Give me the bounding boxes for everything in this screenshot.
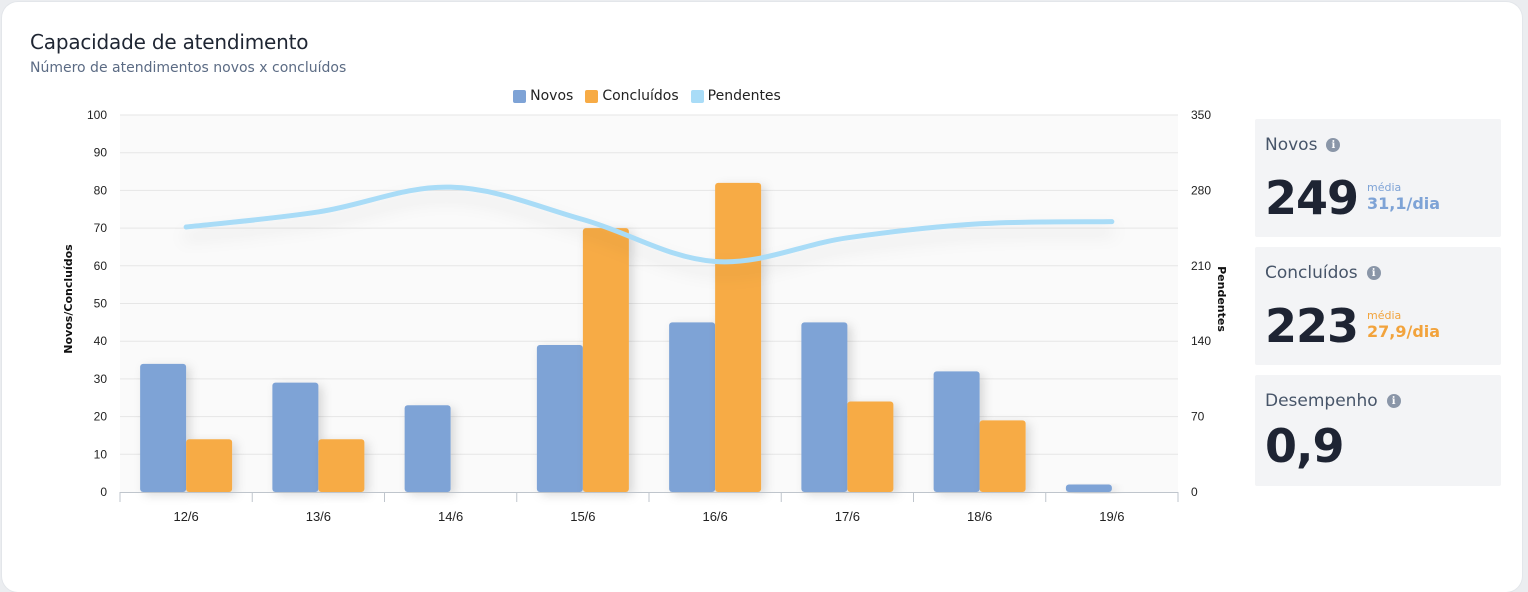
legend-swatch-concluidos: [585, 89, 599, 103]
avg-label: média: [1367, 309, 1402, 322]
info-icon[interactable]: i: [1366, 266, 1381, 280]
stat-average-novos: média 31,1/dia: [1367, 181, 1440, 213]
legend-swatch-pendentes: [690, 89, 704, 103]
legend-label-novos: Novos: [530, 88, 574, 104]
y-tick-label: 80: [94, 183, 108, 197]
y-tick-label: 50: [94, 297, 108, 311]
y2-tick-label: 280: [1191, 183, 1211, 197]
stat-label-desempenho: Desempenho i: [1265, 391, 1401, 411]
x-tick-label: 13/6: [306, 509, 331, 524]
card-title: Capacidade de atendimento: [30, 30, 309, 54]
info-icon[interactable]: i: [1386, 394, 1401, 408]
y-tick-label: 20: [94, 410, 108, 424]
stat-card-concluidos: Concluídos i 223 média 27,9/dia: [1255, 247, 1501, 365]
bar-novos: [1065, 484, 1112, 492]
x-tick-label: 14/6: [438, 509, 463, 524]
legend-label-pendentes: Pendentes: [707, 88, 781, 104]
y-tick-label: 40: [94, 334, 108, 348]
bar-concluidos: [715, 182, 762, 493]
stat-card-novos: Novos i 249 média 31,1/dia: [1255, 119, 1501, 237]
stat-label-text: Desempenho: [1265, 391, 1378, 411]
chart-legend: Novos Concluídos Pendentes: [0, 88, 1290, 104]
avg-value: 27,9/dia: [1367, 322, 1441, 341]
y-tick-label: 0: [100, 485, 107, 499]
bar-novos: [933, 371, 980, 492]
stat-card-desempenho: Desempenho i 0,9: [1255, 375, 1501, 486]
y2-tick-label: 0: [1191, 485, 1198, 499]
stat-average-concluidos: média 27,9/dia: [1367, 309, 1440, 341]
y-tick-label: 30: [94, 372, 108, 386]
y-axis-title: Novos/Concluídos: [62, 244, 75, 354]
stat-label-text: Novos: [1265, 135, 1318, 155]
stat-value-concluidos: 223: [1265, 299, 1359, 353]
x-tick-label: 12/6: [173, 509, 198, 524]
bar-concluidos: [318, 439, 365, 492]
x-tick-label: 15/6: [570, 509, 595, 524]
legend-label-concluidos: Concluídos: [602, 88, 679, 104]
stat-label-novos: Novos i: [1265, 135, 1341, 155]
bar-novos: [536, 344, 583, 492]
chart-line: [183, 184, 1115, 265]
y-tick-label: 60: [94, 259, 108, 273]
x-tick-label: 18/6: [967, 509, 992, 524]
bar-novos: [404, 405, 451, 492]
y-tick-label: 10: [94, 447, 108, 461]
bar-novos: [140, 363, 187, 492]
x-tick-label: 16/6: [702, 509, 727, 524]
capacity-chart: 0 10 20 30 40 50 60 70 80 90 100 0 70 140 210 280 350 12/…: [62, 108, 1228, 524]
bar-concluidos: [847, 401, 894, 492]
card-subtitle: Número de atendimentos novos x concluído…: [30, 60, 347, 76]
y2-tick-label: 210: [1191, 259, 1211, 273]
y2-tick-label: 350: [1191, 108, 1211, 122]
y2-tick-label: 70: [1191, 410, 1205, 424]
y2-tick-label: 140: [1191, 334, 1211, 348]
chart-axes: 0 10 20 30 40 50 60 70 80 90 100 0 70 140 210 280 350 12/…: [87, 108, 1211, 524]
bar-novos: [801, 322, 848, 492]
avg-label: média: [1367, 181, 1402, 194]
line-pendentes: [183, 184, 1115, 265]
info-icon[interactable]: i: [1326, 138, 1341, 152]
stat-label-text: Concluídos: [1265, 263, 1358, 283]
legend-item-novos[interactable]: Novos: [513, 88, 573, 104]
x-tick-label: 19/6: [1099, 509, 1124, 524]
stat-value-desempenho: 0,9: [1265, 419, 1344, 473]
bar-novos: [272, 382, 319, 492]
legend-item-pendentes[interactable]: Pendentes: [690, 88, 781, 104]
y2-axis-title: Pendentes: [1215, 266, 1228, 332]
bar-concluidos: [582, 228, 629, 492]
avg-value: 31,1/dia: [1367, 194, 1441, 213]
legend-item-concluidos[interactable]: Concluídos: [585, 88, 679, 104]
bar-concluidos: [979, 420, 1026, 492]
bar-concluidos: [186, 439, 233, 492]
stat-label-concluidos: Concluídos i: [1265, 263, 1381, 283]
bar-novos: [669, 322, 716, 492]
y-tick-label: 70: [94, 221, 108, 235]
x-tick-label: 17/6: [835, 509, 860, 524]
legend-swatch-novos: [513, 89, 527, 103]
stat-value-novos: 249: [1265, 171, 1359, 225]
y-tick-label: 100: [87, 108, 107, 122]
y-tick-label: 90: [94, 146, 108, 160]
